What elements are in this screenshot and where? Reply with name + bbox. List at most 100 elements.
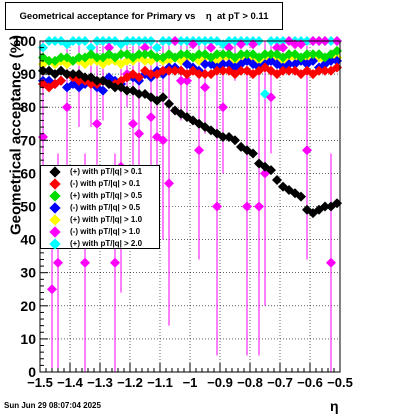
data-point — [218, 131, 228, 142]
data-point — [272, 42, 282, 53]
data-point — [146, 112, 156, 123]
data-point — [140, 42, 150, 53]
x-tick-label: −1.4 — [57, 375, 83, 390]
data-point — [200, 59, 210, 70]
legend-label: (+) with pT/|q| > 2.0 — [70, 239, 143, 248]
legend-label: (+) with pT/|q| > 1.0 — [70, 215, 143, 224]
data-point — [86, 42, 96, 53]
data-point — [56, 75, 66, 86]
data-point — [236, 39, 246, 50]
data-point — [92, 52, 102, 63]
data-point — [302, 49, 312, 60]
data-point — [284, 49, 294, 60]
data-point — [80, 257, 90, 268]
data-point — [296, 39, 306, 50]
data-point — [212, 49, 222, 60]
x-tick-label: −1.2 — [117, 375, 143, 390]
legend-label: (+) with pT/|q| > 0.1 — [70, 167, 143, 176]
data-point — [134, 49, 144, 60]
data-point — [290, 39, 300, 50]
data-point — [242, 201, 252, 212]
x-tick-label: −1.5 — [27, 375, 53, 390]
data-point — [140, 49, 150, 60]
data-point — [278, 42, 288, 53]
data-point — [47, 284, 57, 295]
x-tick-label: −1 — [183, 375, 198, 390]
data-point — [212, 201, 222, 212]
data-point — [236, 65, 246, 76]
data-point — [158, 65, 168, 76]
data-point — [242, 49, 252, 60]
data-point — [164, 65, 174, 76]
data-point — [134, 128, 144, 139]
timestamp: Sun Jun 29 08:07:04 2025 — [4, 401, 101, 410]
data-point — [206, 42, 216, 53]
x-tick-label: −0.9 — [207, 375, 233, 390]
legend-marker — [49, 226, 61, 238]
data-point — [326, 257, 336, 268]
data-point — [74, 52, 84, 63]
data-point — [260, 49, 270, 60]
data-point — [146, 69, 156, 80]
data-point — [266, 49, 276, 60]
data-point — [182, 75, 192, 86]
legend-marker — [49, 238, 61, 250]
data-point — [176, 49, 186, 60]
legend-label: (-) with pT/|q| > 0.1 — [70, 179, 141, 188]
legend-marker — [49, 178, 61, 190]
data-point — [236, 49, 246, 60]
data-point — [302, 145, 312, 156]
data-point — [248, 148, 258, 159]
y-tick-label: 40 — [20, 232, 36, 248]
legend-label: (+) with pT/|q| > 0.5 — [70, 191, 143, 200]
x-tick-label: −0.8 — [237, 375, 263, 390]
data-point — [218, 65, 228, 76]
legend-marker — [49, 214, 61, 226]
y-tick-label: 20 — [20, 298, 36, 314]
data-point — [284, 65, 294, 76]
data-point — [266, 165, 276, 176]
data-point — [104, 42, 114, 53]
y-tick-label: 80 — [20, 99, 36, 115]
data-point — [254, 201, 264, 212]
data-point — [308, 49, 318, 60]
data-point — [218, 102, 228, 113]
data-point — [224, 42, 234, 53]
x-tick-label: −1.3 — [87, 375, 113, 390]
data-point — [152, 52, 162, 63]
data-point — [92, 75, 102, 86]
data-point — [200, 82, 210, 93]
data-point — [110, 82, 120, 93]
data-point — [140, 55, 150, 66]
data-point — [308, 55, 318, 66]
data-point — [194, 49, 204, 60]
legend-entry: (+) with pT/|q| > 0.5 — [41, 190, 159, 202]
data-point — [68, 69, 78, 80]
y-axis-label: Geometrical acceptance (%) — [7, 34, 25, 236]
data-point — [320, 65, 330, 76]
data-point — [194, 145, 204, 156]
y-tick-label: 10 — [20, 331, 36, 347]
data-point — [248, 39, 258, 50]
data-point — [314, 65, 324, 76]
data-point — [158, 135, 168, 146]
legend-label: (-) with pT/|q| > 1.0 — [70, 227, 141, 236]
data-point — [110, 257, 120, 268]
chart-title-box: Geometrical acceptance for Primary vs η … — [5, 2, 283, 30]
data-point — [80, 72, 90, 83]
legend-entry: (+) with pT/|q| > 1.0 — [41, 214, 159, 226]
data-point — [230, 135, 240, 146]
data-point — [56, 52, 66, 63]
legend-entry: (+) with pT/|q| > 0.1 — [41, 166, 159, 178]
data-point — [278, 65, 288, 76]
data-point — [44, 55, 54, 66]
y-tick-label: 50 — [20, 199, 36, 215]
data-point — [212, 65, 222, 76]
data-point — [200, 69, 210, 80]
x-axis-label: η — [330, 398, 339, 414]
legend-entry: (-) with pT/|q| > 0.5 — [41, 202, 159, 214]
data-point — [62, 102, 72, 113]
data-point — [92, 118, 102, 129]
legend-entry: (+) with pT/|q| > 2.0 — [41, 238, 159, 250]
